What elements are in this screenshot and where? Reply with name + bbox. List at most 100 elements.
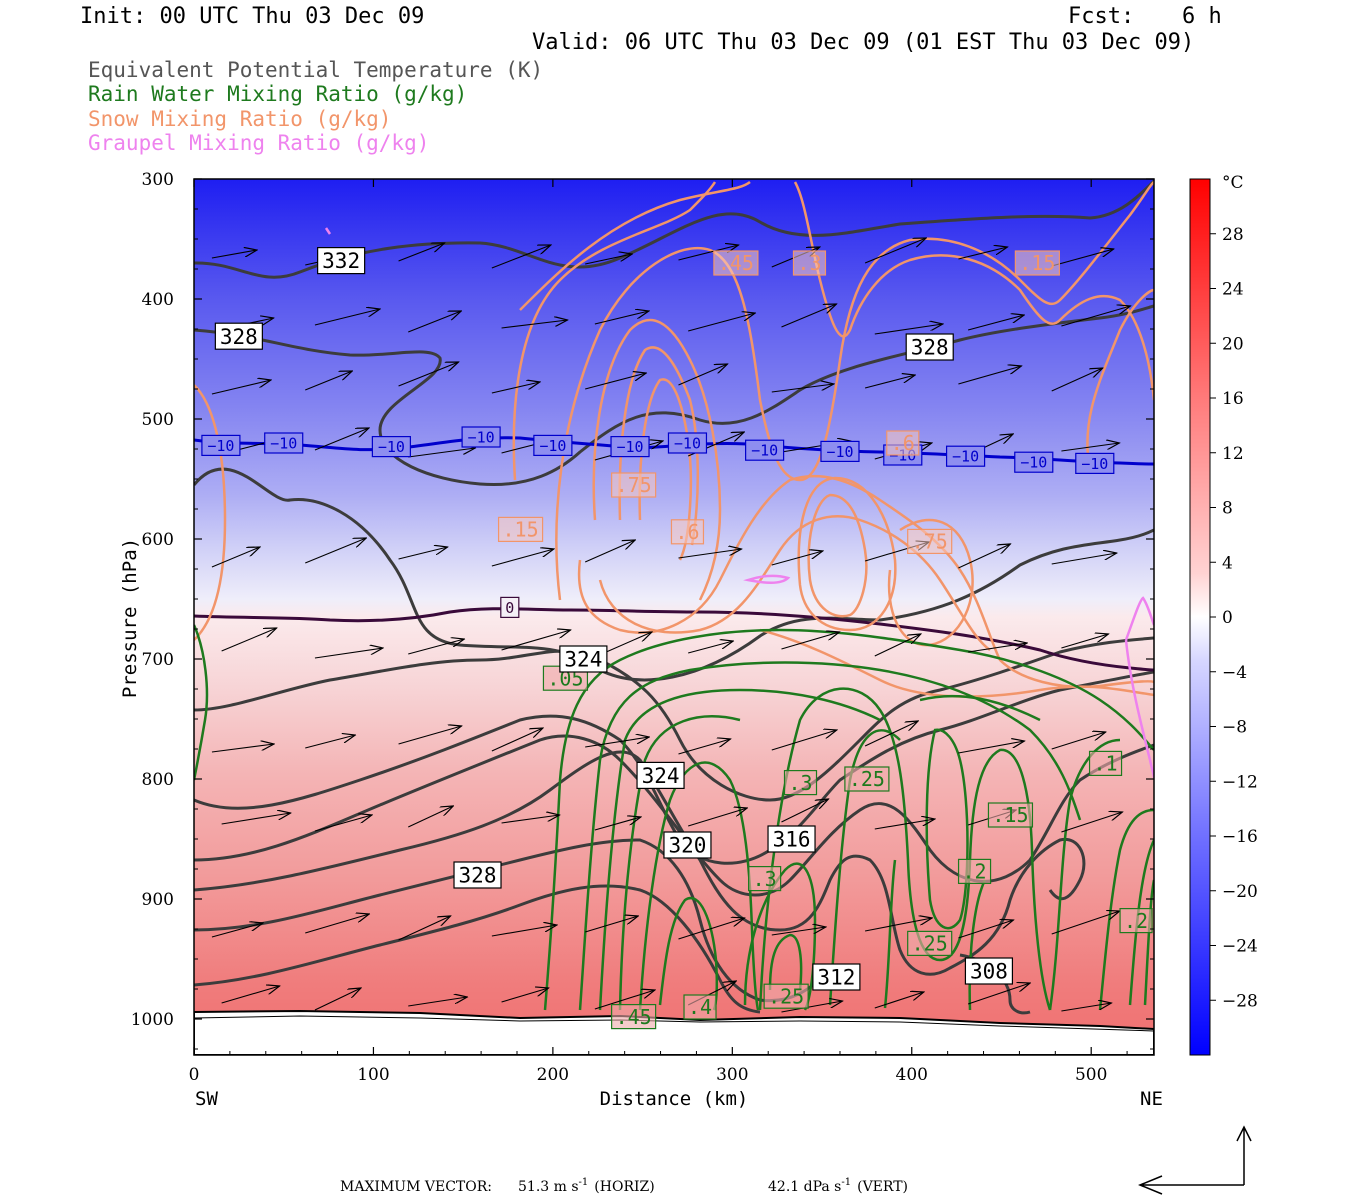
wind-vector — [1051, 368, 1103, 392]
minus10-label-box — [201, 434, 241, 456]
colorbar-ramp — [1189, 178, 1211, 1056]
wind-vector — [211, 547, 260, 568]
rain-label-box — [1088, 750, 1123, 777]
minus10-label-box — [461, 426, 501, 448]
minus10-label-box — [820, 440, 860, 462]
y-tick-label: 600 — [142, 530, 174, 550]
rain-label-box — [907, 930, 953, 957]
header-fcst-label: Fcst: — [1068, 4, 1135, 29]
max-vector-footer: MAXIMUM VECTOR: 51.3 m s-1 (HORIZ) 42.1 d… — [340, 1177, 908, 1195]
wind-vector — [958, 920, 1013, 939]
header-fcst-value: 6 h — [1182, 4, 1222, 29]
theta-e-label: 320 — [663, 831, 712, 859]
wind-vector — [221, 986, 280, 1004]
theta-e-label-box — [964, 957, 1014, 985]
rain-contour — [1098, 808, 1154, 1011]
wind-vector — [585, 916, 638, 933]
rain-label: .25 — [907, 930, 953, 957]
minus10-label: −10 — [667, 432, 708, 454]
theta-e-label-text: 324 — [642, 764, 680, 788]
wind-vector — [874, 819, 935, 830]
wind-vector — [678, 245, 738, 261]
wind-vector — [688, 641, 733, 654]
rain-label-box — [611, 1003, 657, 1030]
colorbar-label: −4 — [1222, 663, 1247, 683]
colorbar-label: 16 — [1222, 389, 1244, 409]
snow-label-text: .15 — [503, 518, 539, 542]
snow-label: .75 — [907, 528, 953, 555]
axes: 0 100 200 300 400 500 300 400 500 600 700 800 900 100… — [131, 170, 1154, 1085]
max-horiz-tag: (HORIZ) — [594, 1179, 654, 1195]
snow-label-text: .3 — [797, 251, 821, 275]
colorbar-label: 12 — [1222, 444, 1244, 464]
minus10-label-text: −10 — [826, 443, 853, 461]
rain-label-text: .1 — [1094, 752, 1118, 776]
theta-e-label-box — [453, 861, 502, 889]
rain-contours — [194, 624, 1154, 1011]
wind-vector — [408, 448, 475, 458]
wind-vector — [408, 639, 464, 655]
wind-vector — [221, 628, 277, 652]
snow-contour — [194, 384, 227, 641]
rain-label-box — [683, 994, 717, 1020]
y-tick-label: 800 — [142, 770, 174, 790]
minus10-label-box — [945, 445, 986, 467]
wind-vector — [1061, 812, 1122, 833]
rain-contour — [598, 688, 881, 1011]
snow-label: .15 — [1014, 250, 1060, 276]
max-vert-tag: (VERT) — [857, 1179, 908, 1195]
header-init: Init: 00 UTC Thu 03 Dec 09 — [80, 4, 425, 29]
theta-e-contour — [194, 636, 1154, 802]
minus10-label: −10 — [610, 436, 650, 458]
wind-vector — [491, 728, 543, 752]
theta-e-contour — [194, 467, 1154, 682]
rain-label-text: .25 — [912, 932, 948, 956]
colorbar: °C 28 24 20 16 12 8 4 0 −4 −8 −12 −16 −20 −24 −28 — [1189, 173, 1258, 1056]
theta-e-label: 332 — [317, 247, 366, 275]
x-tick-label: 0 — [189, 1065, 200, 1085]
wind-vector — [594, 817, 641, 831]
snow-contour — [512, 181, 717, 481]
wind-vector — [501, 320, 568, 329]
snow-label-box — [713, 250, 759, 276]
temperature-shading — [194, 179, 1154, 1055]
wind-vector — [305, 735, 355, 749]
minus10-label-text: −10 — [616, 438, 643, 456]
rain-label-text: .25 — [849, 767, 885, 791]
theta-e-label-box — [767, 825, 816, 853]
wind-vector — [1061, 443, 1119, 452]
minus10-label-text: −10 — [378, 438, 405, 456]
wind-vector — [864, 918, 932, 932]
rain-label-box — [844, 766, 890, 792]
max-vert-value: 42.1 dPa s-1 (VERT) — [768, 1177, 908, 1195]
snow-label: .15 — [497, 516, 544, 543]
theta-e-label-box — [559, 645, 608, 673]
colorbar-label: 20 — [1222, 334, 1244, 354]
minus10-label-box — [667, 432, 708, 454]
snow-label: .3 — [792, 250, 827, 276]
direction-left-label: SW — [195, 1088, 218, 1110]
wind-vector — [771, 551, 823, 566]
minus10-label-box — [264, 432, 304, 454]
minus10-label: −10 — [533, 434, 573, 456]
minus10-label-text: −10 — [468, 428, 495, 446]
theta-e-label-text: 312 — [817, 966, 855, 990]
minus10-label-text: −10 — [270, 434, 297, 452]
wind-vector — [491, 382, 540, 394]
wind-vector — [1051, 911, 1120, 935]
wind-vector — [874, 992, 924, 1009]
y-tick-label: 300 — [142, 170, 174, 190]
contour-labels: −10−10−10−10−10−10−10−10−10−10−10−10−100… — [201, 247, 1153, 1030]
theta-e-label: 328 — [453, 861, 502, 889]
rain-label-box — [763, 983, 809, 1009]
colorbar-unit: °C — [1222, 173, 1244, 193]
graupel-contour — [1124, 596, 1154, 641]
wind-vector — [491, 925, 557, 937]
minus10-label-text: −10 — [1081, 455, 1108, 473]
rain-label: .25 — [763, 983, 809, 1009]
wind-vector — [211, 744, 274, 753]
x-tick-label: 300 — [716, 1065, 748, 1085]
reference-horizontal-vector — [1138, 1175, 1244, 1195]
minus10-label-text: −10 — [674, 434, 701, 452]
